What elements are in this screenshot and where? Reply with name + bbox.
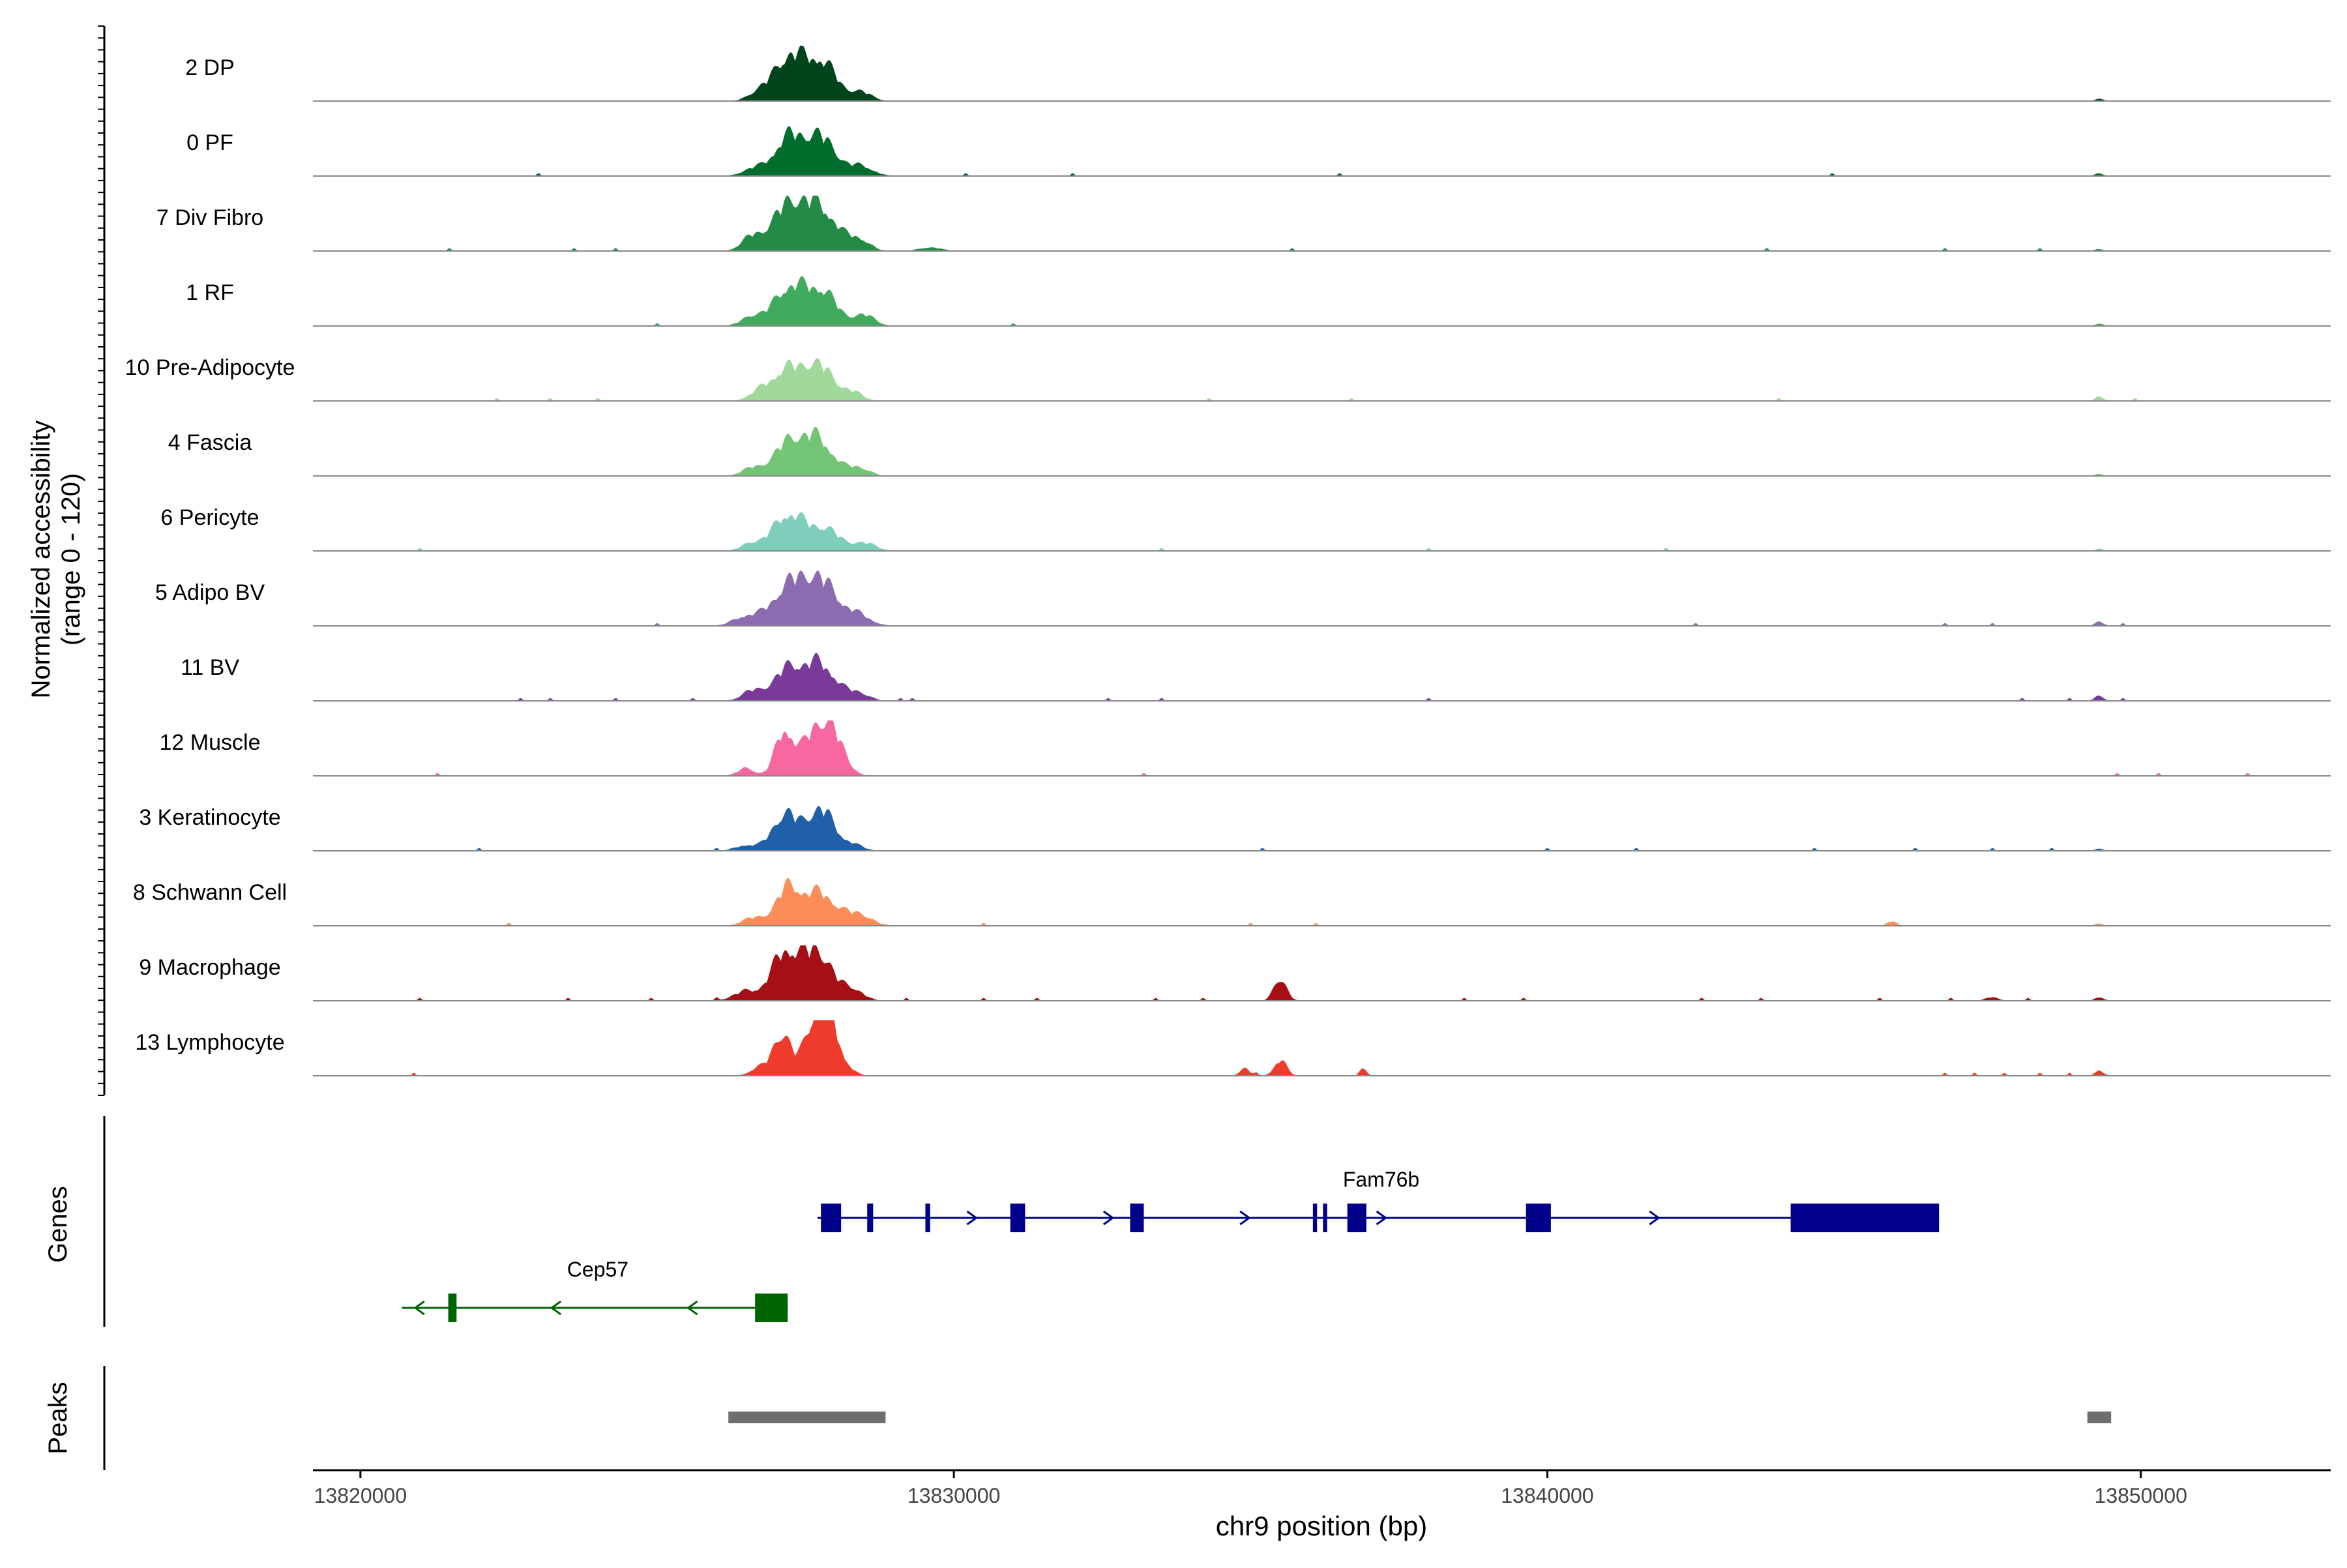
track-label: 13 Lymphocyte [135,1030,284,1055]
gene-exon [1130,1204,1144,1232]
coverage-area [313,806,2331,851]
coverage-tracks: 2 DP 0 PF 7 Div Fibro 1 RF 10 Pre-Adipocyte 4… [125,46,2331,1076]
coverage-area [313,720,2331,776]
track-6-pericyte: 6 Pericyte [160,505,2331,552]
track-5-adipo-bv: 5 Adipo BV [155,570,2331,627]
gene-exon [448,1294,457,1322]
coverage-area [313,1020,2331,1076]
track-label: 5 Adipo BV [155,580,265,605]
track-3-keratinocyte: 3 Keratinocyte [139,805,2331,851]
gene-exon [1526,1204,1551,1232]
x-axis-title: chr9 position (bp) [1216,1511,1428,1541]
gene-label: Cep57 [567,1258,628,1281]
gene-exon [1323,1204,1327,1232]
peak-region [728,1412,886,1423]
gene-label: Fam76b [1343,1168,1419,1191]
y-axis-title-line1: Normalized accessibility [27,421,55,699]
track-0-pf: 0 PF [186,126,2331,177]
strand-arrow [686,1300,698,1316]
track-2-dp: 2 DP [185,46,2331,102]
track-label: 4 Fascia [168,430,252,455]
track-label: 6 Pericyte [160,505,259,530]
track-label: 11 BV [181,655,239,680]
gene-annotation-track: Fam76b Cep57 [103,1116,1940,1327]
gene-exon [755,1294,788,1322]
gene-exon [1312,1204,1318,1232]
coverage-area [313,945,2331,1001]
x-tick-label: 13820000 [314,1484,407,1507]
track-8-schwann-cell: 8 Schwann Cell [133,878,2331,926]
track-13-lymphocyte: 13 Lymphocyte [135,1020,2331,1076]
peak-track [103,1366,2112,1470]
coverage-area [313,512,2331,551]
track-label: 2 DP [185,55,235,80]
peaks-track-label: Peaks [44,1382,72,1454]
coverage-area [313,358,2331,401]
gene-exon [925,1204,930,1232]
gene-exon [1790,1204,1940,1232]
track-label: 3 Keratinocyte [139,805,280,830]
coverage-area [313,653,2331,701]
strand-arrow [413,1300,425,1316]
track-1-rf: 1 RF [186,276,2331,327]
x-tick-label: 13830000 [908,1484,1000,1507]
track-label: 8 Schwann Cell [133,880,287,905]
track-12-muscle: 12 Muscle [160,720,2331,777]
gene-cep57: Cep57 [402,1258,788,1322]
strand-arrow [1649,1210,1661,1226]
track-11-bv: 11 BV [181,653,2331,702]
track-9-macrophage: 9 Macrophage [139,945,2331,1001]
track-label: 12 Muscle [160,730,261,755]
strand-arrow [550,1300,562,1316]
track-label: 0 PF [186,130,233,155]
x-tick-label: 13840000 [1501,1484,1593,1507]
strand-arrow [1102,1210,1115,1226]
coverage-area [313,196,2331,251]
gene-exon [1347,1204,1366,1232]
track-7-div-fibro: 7 Div Fibro [156,196,2331,252]
coverage-area [313,46,2331,101]
x-axis: 13820000 13830000 13840000 13850000 [313,1469,2331,1507]
track-label: 10 Pre-Adipocyte [125,355,295,380]
x-tick-label: 13850000 [2095,1484,2187,1507]
coverage-area [313,426,2331,476]
coverage-area [313,570,2331,626]
gene-exon [821,1204,842,1232]
coverage-area [313,878,2331,926]
gene-exon [867,1204,874,1232]
track-label: 1 RF [186,280,234,305]
coverage-area [313,126,2331,176]
track-10-pre-adipocyte: 10 Pre-Adipocyte [125,355,2331,402]
coverage-area [313,276,2331,326]
track-label: 7 Div Fibro [156,205,263,230]
gene-fam76b: Fam76b [817,1168,1940,1232]
genes-track-label: Genes [44,1186,72,1263]
track-label: 9 Macrophage [139,955,280,980]
peak-region [2087,1412,2112,1423]
y-axis-title-line2: (range 0 - 120) [57,473,85,646]
y-axis [98,25,106,1096]
strand-arrow [1239,1210,1251,1226]
strand-arrow [1376,1210,1388,1226]
track-4-fascia: 4 Fascia [168,426,2331,477]
strand-arrow [966,1210,979,1226]
gene-exon [1010,1204,1026,1232]
